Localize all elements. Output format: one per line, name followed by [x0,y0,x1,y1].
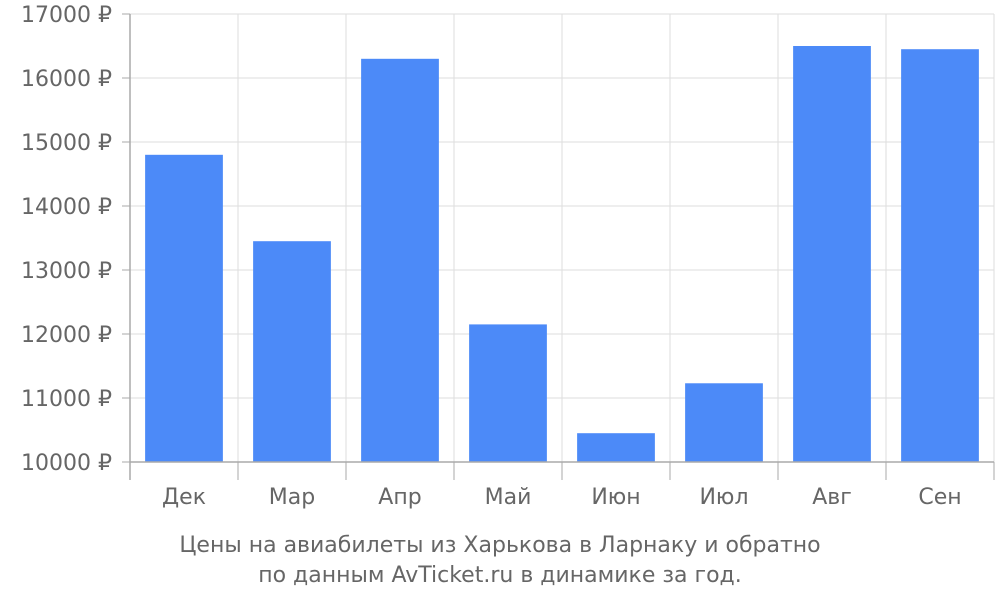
axes [122,13,995,480]
y-tick-label: 17000 ₽ [21,3,112,28]
bar-8 [901,49,979,462]
bar-1 [145,154,223,463]
tick-labels: 10000 ₽ 11000 ₽ 12000 ₽ 13000 ₽ 14000 ₽ 15000… [21,3,962,510]
bar-7 [793,46,871,462]
y-tick-label: 16000 ₽ [21,67,112,92]
y-tick-label: 12000 ₽ [21,323,112,348]
y-tick-label: 10000 ₽ [21,451,112,476]
chart-caption-line-1: Цены на авиабилеты из Харькова в Ларнаку… [179,533,821,558]
x-tick-label: Дек [162,485,206,510]
x-tick-label: Мар [269,485,315,510]
x-tick-label: Апр [378,485,421,510]
bars [145,46,979,463]
y-tick-label: 15000 ₽ [21,131,112,156]
x-tick-label: Сен [918,485,961,510]
bar-5 [577,433,655,462]
x-tick-label: Май [485,485,532,510]
x-tick-label: Июн [591,485,640,510]
bar-6 [685,383,763,462]
bar-3 [361,58,439,463]
bar-4 [469,324,547,462]
y-tick-label: 11000 ₽ [21,387,112,412]
x-tick-label: Июл [699,485,748,510]
y-tick-label: 14000 ₽ [21,195,112,220]
chart-caption-line-2: по данным AvTicket.ru в динамике за год. [258,563,742,588]
bar-2 [253,241,331,462]
bar-chart: 10000 ₽ 11000 ₽ 12000 ₽ 13000 ₽ 14000 ₽ 15000… [21,3,995,510]
x-tick-label: Авг [812,485,852,510]
y-tick-label: 13000 ₽ [21,259,112,284]
